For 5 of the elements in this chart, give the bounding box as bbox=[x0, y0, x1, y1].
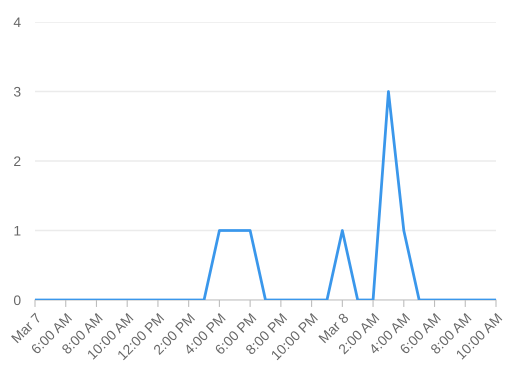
y-tick-label: 4 bbox=[14, 17, 21, 28]
y-tick-label: 1 bbox=[14, 226, 20, 236]
y-tick-label: 2 bbox=[14, 156, 20, 166]
y-tick-label: 0 bbox=[14, 295, 21, 306]
y-tick-label: 3 bbox=[14, 86, 20, 97]
